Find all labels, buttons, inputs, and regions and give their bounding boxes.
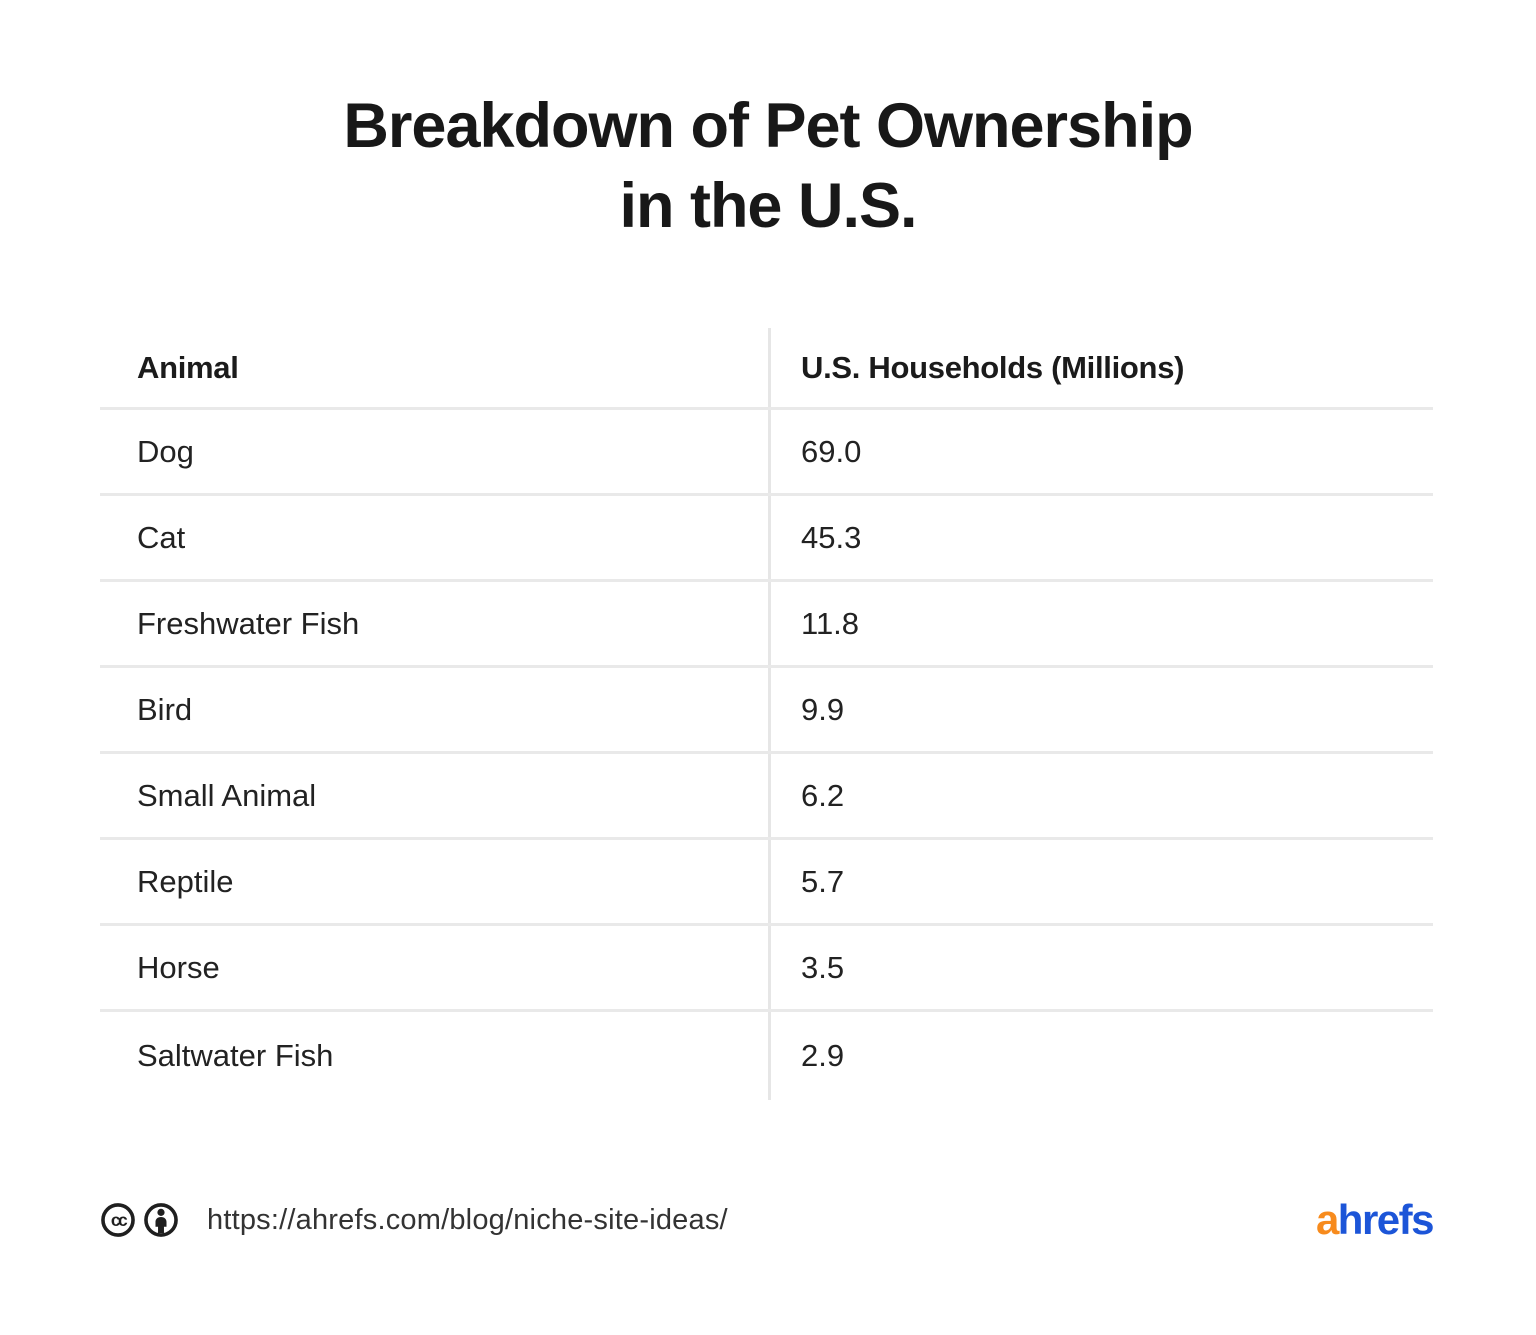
table-row: Reptile 5.7 (100, 840, 1433, 926)
column-header-households: U.S. Households (Millions) (768, 328, 1433, 407)
column-header-animal: Animal (137, 349, 239, 385)
value-cell: 6.2 (768, 754, 1433, 837)
table-row: Dog 69.0 (100, 410, 1433, 496)
creative-commons-license: cc (100, 1202, 179, 1238)
page-title: Breakdown of Pet Ownership in the U.S. (0, 86, 1536, 246)
table-row: Bird 9.9 (100, 668, 1433, 754)
ahrefs-logo-hrefs: hrefs (1337, 1196, 1435, 1243)
value-cell: 2.9 (768, 1012, 1433, 1100)
svg-text:cc: cc (111, 1210, 128, 1230)
table-row: Small Animal 6.2 (100, 754, 1433, 840)
animal-cell: Freshwater Fish (137, 605, 360, 641)
ahrefs-logo: a hrefs (1315, 1196, 1435, 1243)
table-row: Cat 45.3 (100, 496, 1433, 582)
page-title-line-1: Breakdown of Pet Ownership (343, 91, 1193, 161)
table-row: Saltwater Fish 2.9 (100, 1012, 1433, 1100)
animal-cell: Cat (137, 519, 186, 555)
pet-ownership-table: Animal U.S. Households (Millions) Dog 69… (100, 328, 1433, 1100)
page-title-line-2: in the U.S. (619, 171, 917, 241)
footer: cc https://ahrefs.com/blog/niche-site-id… (100, 1196, 1435, 1244)
source-url: https://ahrefs.com/blog/niche-site-ideas… (207, 1203, 728, 1236)
attribution-icon (143, 1202, 179, 1238)
animal-cell: Dog (137, 433, 194, 469)
animal-cell: Bird (137, 691, 193, 727)
cc-icon: cc (100, 1202, 136, 1238)
animal-cell: Small Animal (137, 777, 317, 813)
ahrefs-logo-a: a (1315, 1196, 1339, 1243)
value-cell: 5.7 (768, 840, 1433, 923)
animal-cell: Saltwater Fish (137, 1038, 334, 1073)
animal-cell: Horse (137, 949, 220, 985)
value-cell: 45.3 (768, 496, 1433, 579)
value-cell: 3.5 (768, 926, 1433, 1009)
animal-cell: Reptile (137, 863, 234, 899)
value-cell: 11.8 (768, 582, 1433, 665)
table-row: Freshwater Fish 11.8 (100, 582, 1433, 668)
table-header-row: Animal U.S. Households (Millions) (100, 328, 1433, 410)
table-row: Horse 3.5 (100, 926, 1433, 1012)
value-cell: 69.0 (768, 410, 1433, 493)
value-cell: 9.9 (768, 668, 1433, 751)
